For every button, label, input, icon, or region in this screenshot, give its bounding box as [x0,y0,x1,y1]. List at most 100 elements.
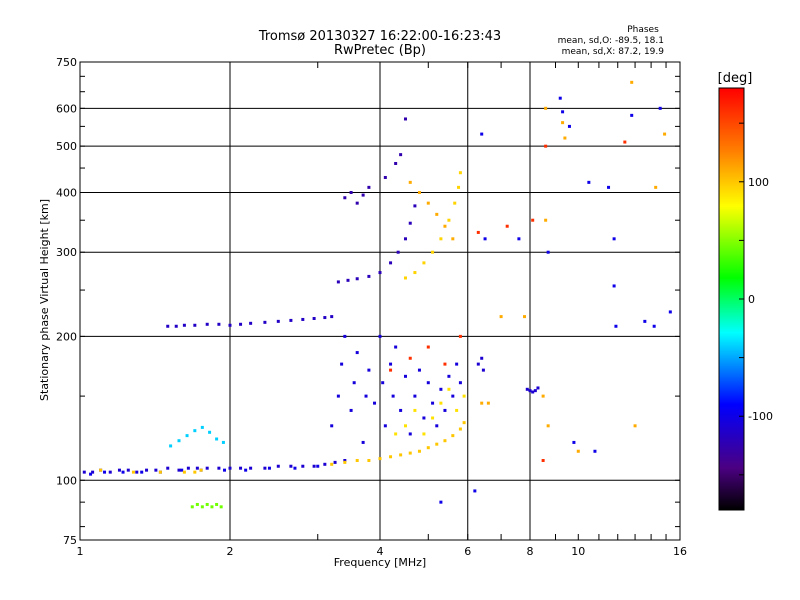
data-point [473,489,477,493]
data-point [443,439,447,443]
x-tick-label: 1 [77,545,84,558]
colorbar-label: [deg] [718,71,753,86]
data-point [541,394,545,398]
data-point [576,449,580,453]
data-point [219,505,223,509]
data-point [378,457,382,461]
data-point [367,458,371,462]
data-point [633,424,637,428]
data-point [343,458,347,462]
data-point [323,316,327,320]
data-point [166,466,170,470]
y-tick-label: 100 [56,474,77,487]
data-point [205,322,209,326]
data-point [435,424,439,428]
data-point [612,237,616,241]
data-point [455,362,459,366]
data-point [480,356,484,360]
data-point [668,310,672,314]
data-point [343,460,347,464]
data-point [451,394,455,398]
x-tick-label: 4 [377,545,384,558]
data-point [458,427,462,431]
data-point [546,250,550,254]
data-point [200,425,204,429]
data-point [403,424,407,428]
data-point [355,351,359,355]
data-point [205,502,209,506]
data-point [267,466,271,470]
data-point [486,401,490,405]
data-point [431,401,435,405]
data-point [453,201,457,205]
data-point [439,500,443,504]
data-point [180,468,184,472]
y-axis-ticks: 75 100 200 300 400 500 600 750 [56,56,680,547]
data-point [89,472,93,476]
data-point [462,394,466,398]
data-point [263,466,267,470]
data-point [330,462,334,466]
data-point [476,230,480,234]
data-point [403,237,407,241]
data-point [330,315,334,319]
data-point [333,460,337,464]
data-point [408,180,412,184]
data-point [544,106,548,110]
data-point [408,356,412,360]
data-point [394,432,398,436]
data-point [343,196,347,200]
data-point [399,453,403,457]
phases-x-line: mean, sd,X: 87.2, 19.9 [562,47,665,57]
data-point [381,381,385,385]
data-point [145,468,149,472]
data-point [312,316,316,320]
data-point [117,468,121,472]
data-point [443,362,447,366]
data-point [223,468,227,472]
data-point [413,394,417,398]
data-point [408,432,412,436]
data-point [195,466,199,470]
data-point [391,394,395,398]
data-point [544,144,548,148]
data-point [185,434,189,438]
data-point [531,390,535,394]
data-point [186,466,190,470]
data-point [108,470,112,474]
data-point [389,362,393,366]
data-points [82,80,672,509]
data-point [355,458,359,462]
data-point [323,462,327,466]
data-point [336,394,340,398]
data-point [82,470,86,474]
y-tick-label: 500 [56,140,77,153]
data-point [249,466,253,470]
data-point [208,430,212,434]
data-point [643,319,647,323]
data-point [276,464,280,468]
colorbar-tick-label: 0 [748,293,755,306]
data-point [431,250,435,254]
data-point [528,389,532,393]
x-axis-ticks: 1 2 4 6 8 10 16 [77,62,687,558]
data-point [417,449,421,453]
data-point [343,334,347,338]
data-point [103,470,107,474]
data-point [182,323,186,327]
data-point [177,439,181,443]
data-point [399,153,403,157]
x-tick-label: 8 [527,545,534,558]
data-point [413,204,417,208]
data-point [349,190,353,194]
data-point [210,505,214,509]
x-tick-label: 16 [673,545,687,558]
data-point [166,324,170,328]
data-point [587,180,591,184]
data-point [480,401,484,405]
colorbar-ticks: 100 0 -100 [739,122,773,476]
data-point [431,416,435,420]
y-tick-label: 600 [56,102,77,115]
data-point [383,424,387,428]
data-point [458,171,462,175]
